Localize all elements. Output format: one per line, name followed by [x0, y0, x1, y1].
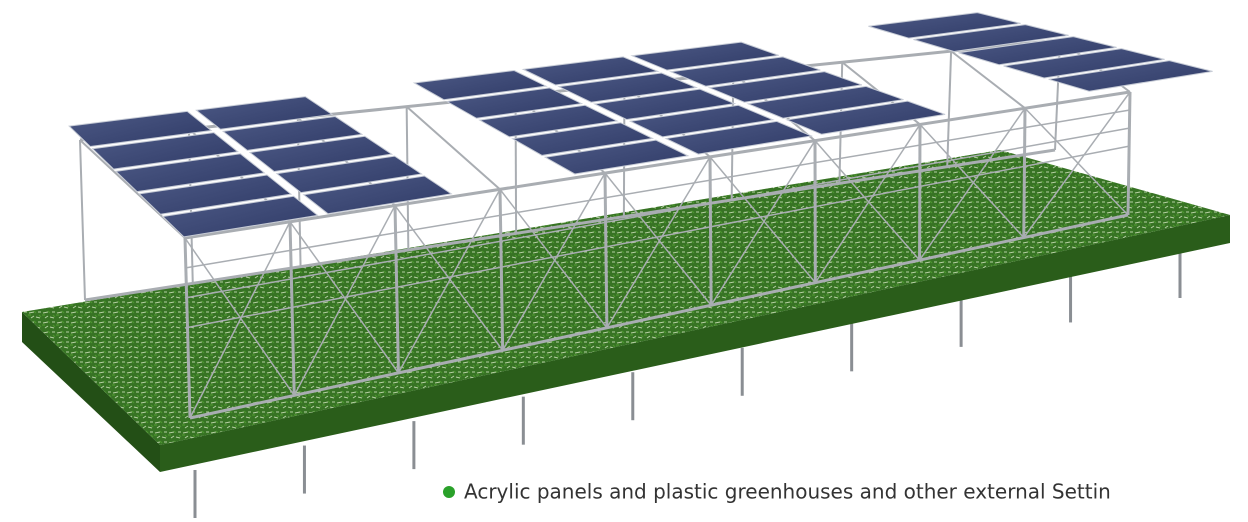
panel — [913, 24, 1069, 52]
panel — [592, 88, 737, 121]
panel — [248, 135, 394, 172]
brace — [918, 107, 1026, 261]
panel — [868, 12, 1021, 39]
panel — [958, 36, 1117, 66]
beam — [84, 148, 1056, 302]
post — [946, 51, 953, 167]
slab-side — [22, 312, 160, 472]
post — [1126, 91, 1132, 216]
panel — [669, 56, 821, 87]
panel — [521, 56, 660, 86]
panel — [1048, 60, 1213, 92]
brace — [606, 156, 711, 329]
beam — [189, 213, 1129, 420]
panel — [138, 174, 293, 215]
post — [708, 156, 713, 306]
beam — [184, 90, 1131, 240]
brace — [293, 205, 396, 396]
rafter — [406, 105, 501, 191]
brace — [1024, 107, 1129, 216]
solar-panels — [68, 12, 1213, 238]
panel — [785, 100, 946, 135]
rafter — [950, 50, 1026, 110]
panel — [543, 139, 690, 175]
brace — [710, 140, 816, 306]
panel — [302, 175, 453, 215]
panel — [628, 104, 775, 138]
panel — [746, 85, 904, 119]
brace — [814, 124, 921, 284]
post — [1022, 108, 1027, 238]
panel — [114, 153, 266, 193]
bullet — [443, 486, 455, 498]
caption: Acrylic panels and plastic greenhouses a… — [464, 480, 1111, 504]
panel — [91, 132, 239, 170]
panel — [412, 69, 548, 101]
purlin — [184, 145, 1131, 329]
post — [498, 189, 505, 351]
panel — [478, 104, 619, 138]
panel — [1003, 48, 1165, 79]
panel — [511, 122, 655, 156]
purlin — [184, 127, 1131, 299]
brace — [502, 172, 606, 351]
panel — [557, 72, 699, 103]
panel — [630, 41, 779, 71]
purlin — [184, 109, 1131, 269]
panel — [161, 195, 319, 238]
panel — [664, 120, 814, 155]
panel — [445, 87, 584, 119]
ground-screws — [193, 250, 1182, 518]
brace — [189, 221, 291, 419]
panel — [707, 71, 863, 103]
post — [79, 139, 86, 301]
slab-front — [160, 215, 1230, 472]
brace — [1023, 91, 1131, 238]
panel — [68, 110, 213, 147]
brace — [397, 188, 501, 374]
panel — [221, 115, 364, 151]
brace — [919, 123, 1025, 239]
panel — [195, 96, 334, 130]
brace — [814, 140, 921, 261]
panel — [275, 155, 423, 194]
post — [603, 173, 609, 328]
